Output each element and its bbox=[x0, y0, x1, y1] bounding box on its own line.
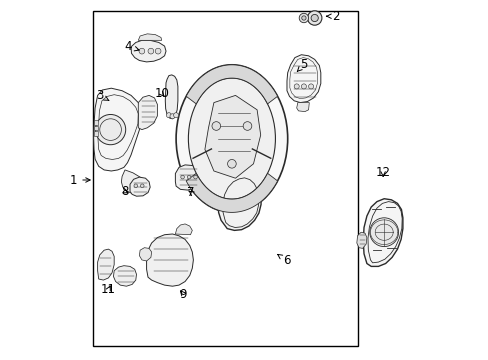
Text: 7: 7 bbox=[187, 186, 195, 199]
Circle shape bbox=[227, 159, 236, 168]
Text: 5: 5 bbox=[297, 58, 307, 71]
Polygon shape bbox=[113, 266, 136, 286]
Text: 3: 3 bbox=[96, 89, 109, 102]
Text: 6: 6 bbox=[277, 255, 290, 267]
Polygon shape bbox=[226, 157, 247, 176]
Text: 10: 10 bbox=[154, 87, 169, 100]
Polygon shape bbox=[218, 175, 261, 230]
Circle shape bbox=[307, 11, 321, 25]
Polygon shape bbox=[130, 177, 150, 196]
Polygon shape bbox=[139, 248, 151, 261]
Bar bbox=[94, 131, 98, 136]
Polygon shape bbox=[138, 34, 162, 40]
Polygon shape bbox=[98, 249, 114, 280]
Text: 4: 4 bbox=[124, 40, 139, 53]
Bar bbox=[93, 11, 357, 346]
Polygon shape bbox=[296, 103, 309, 112]
Bar bbox=[94, 126, 98, 130]
Circle shape bbox=[155, 48, 161, 54]
Polygon shape bbox=[175, 224, 192, 235]
Text: 8: 8 bbox=[121, 185, 128, 198]
Circle shape bbox=[193, 175, 197, 179]
Polygon shape bbox=[121, 170, 147, 195]
Circle shape bbox=[148, 48, 153, 54]
Circle shape bbox=[294, 84, 299, 89]
Circle shape bbox=[173, 113, 178, 118]
Polygon shape bbox=[286, 55, 320, 103]
Polygon shape bbox=[204, 95, 260, 178]
Text: 9: 9 bbox=[179, 288, 187, 301]
Polygon shape bbox=[138, 95, 157, 130]
Circle shape bbox=[369, 218, 398, 247]
Circle shape bbox=[301, 16, 305, 20]
Circle shape bbox=[170, 114, 175, 119]
Polygon shape bbox=[131, 40, 166, 62]
Text: 2: 2 bbox=[326, 10, 339, 23]
Polygon shape bbox=[94, 88, 142, 171]
Polygon shape bbox=[186, 173, 277, 212]
Ellipse shape bbox=[176, 65, 287, 212]
Text: 1: 1 bbox=[70, 174, 90, 186]
Circle shape bbox=[299, 13, 308, 23]
Circle shape bbox=[139, 48, 144, 54]
Circle shape bbox=[140, 184, 144, 188]
Circle shape bbox=[301, 84, 306, 89]
Polygon shape bbox=[356, 232, 366, 248]
Circle shape bbox=[95, 114, 125, 145]
Text: 12: 12 bbox=[375, 166, 390, 179]
Circle shape bbox=[166, 113, 171, 118]
Polygon shape bbox=[146, 234, 193, 286]
Circle shape bbox=[310, 14, 318, 22]
Text: 11: 11 bbox=[101, 283, 116, 296]
Circle shape bbox=[187, 175, 190, 179]
Circle shape bbox=[134, 184, 137, 188]
Bar bbox=[94, 120, 98, 125]
Circle shape bbox=[212, 122, 220, 130]
Ellipse shape bbox=[188, 78, 275, 199]
Polygon shape bbox=[165, 75, 178, 119]
Circle shape bbox=[308, 84, 313, 89]
Circle shape bbox=[181, 175, 184, 179]
Circle shape bbox=[243, 122, 251, 130]
Polygon shape bbox=[186, 65, 277, 104]
Polygon shape bbox=[175, 165, 200, 190]
Polygon shape bbox=[363, 199, 402, 266]
